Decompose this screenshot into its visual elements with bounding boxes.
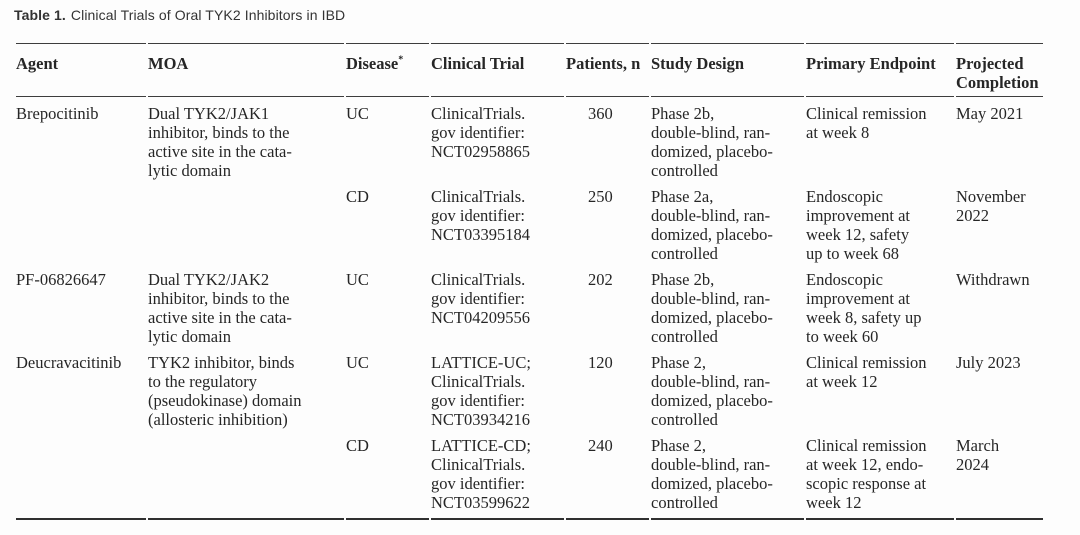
table-row: Deucravacitinib TYK2 inhibitor, binds to… [16,346,1043,429]
cell-disease: UC [346,270,369,289]
cell-primary-endpoint: Clinical remission at week 12 [806,353,927,391]
cell-agent: PF-06826647 [16,270,106,289]
cell-moa: TYK2 inhibitor, binds to the regulatory … [148,353,302,429]
cell-primary-endpoint: Endoscopic improvement at week 12, safet… [806,187,911,263]
table-row: CD ClinicalTrials. gov identifier: NCT03… [16,180,1043,263]
cell-disease: CD [346,187,369,206]
col-header-moa: MOA [148,43,344,97]
table-row: CD LATTICE-CD; ClinicalTrials. gov ident… [16,429,1043,520]
cell-projected-completion: March 2024 [956,429,1043,520]
cell-clinical-trial: ClinicalTrials. gov identifier: NCT02958… [431,104,530,161]
col-header-primary-endpoint: Primary Endpoint [806,43,954,97]
cell-moa: Dual TYK2/JAK1 inhibitor, binds to the a… [148,104,292,180]
cell-clinical-trial: LATTICE-UC; ClinicalTrials. gov identifi… [431,353,531,429]
cell-disease: UC [346,104,369,123]
cell-study-design: Phase 2, double-blind, ran- domized, pla… [651,429,804,520]
table-row: Brepocitinib Dual TYK2/JAK1 inhibitor, b… [16,97,1043,180]
cell-clinical-trial: ClinicalTrials. gov identifier: NCT04209… [431,270,530,327]
cell-study-design: Phase 2b, double-blind, ran- domized, pl… [651,270,773,346]
cell-study-design: Phase 2a, double-blind, ran- domized, pl… [651,187,773,263]
col-header-clinical-trial: Clinical Trial [431,43,564,97]
clinical-trials-table: Agent MOA Disease* Clinical Trial Patien… [14,43,1045,520]
cell-agent [16,180,146,263]
table-row: PF-06826647 Dual TYK2/JAK2 inhibitor, bi… [16,263,1043,346]
table-caption-text: Clinical Trials of Oral TYK2 Inhibitors … [70,7,346,23]
cell-primary-endpoint: Clinical remission at week 8 [806,104,927,142]
col-header-patients-n: Patients, n [566,43,649,97]
cell-disease: UC [346,353,369,372]
cell-primary-endpoint: Endoscopic improvement at week 8, safety… [806,270,922,346]
cell-patients-n: 120 [588,353,613,372]
cell-patients-n: 360 [588,104,613,123]
cell-projected-completion: July 2023 [956,353,1021,372]
cell-agent [16,429,146,520]
cell-disease: CD [346,429,429,520]
cell-clinical-trial: LATTICE-CD; ClinicalTrials. gov identifi… [431,429,564,520]
cell-moa [148,180,344,263]
cell-study-design: Phase 2b, double-blind, ran- domized, pl… [651,104,773,180]
cell-projected-completion: November 2022 [956,187,1026,225]
cell-primary-endpoint: Clinical remission at week 12, endo- sco… [806,429,954,520]
table-caption-label: Table 1. [14,7,66,23]
cell-patients-n: 240 [566,429,649,520]
table-caption: Table 1. Clinical Trials of Oral TYK2 Inh… [14,7,345,23]
cell-clinical-trial: ClinicalTrials. gov identifier: NCT03395… [431,187,530,244]
col-header-disease: Disease* [346,43,429,97]
cell-patients-n: 250 [588,187,613,206]
col-header-study-design: Study Design [651,43,804,97]
col-header-agent: Agent [16,43,146,97]
cell-moa [148,429,344,520]
cell-projected-completion: May 2021 [956,104,1024,123]
cell-study-design: Phase 2, double-blind, ran- domized, pla… [651,353,773,429]
cell-patients-n: 202 [588,270,613,289]
cell-projected-completion: Withdrawn [956,270,1030,289]
disease-footnote-marker: * [398,54,404,66]
cell-agent: Deucravacitinib [16,353,122,372]
col-header-disease-label: Disease [346,54,399,73]
header-row: Agent MOA Disease* Clinical Trial Patien… [16,43,1043,97]
col-header-projected-completion: Projected Completion [956,43,1043,97]
cell-moa: Dual TYK2/JAK2 inhibitor, binds to the a… [148,270,292,346]
cell-agent: Brepocitinib [16,104,99,123]
